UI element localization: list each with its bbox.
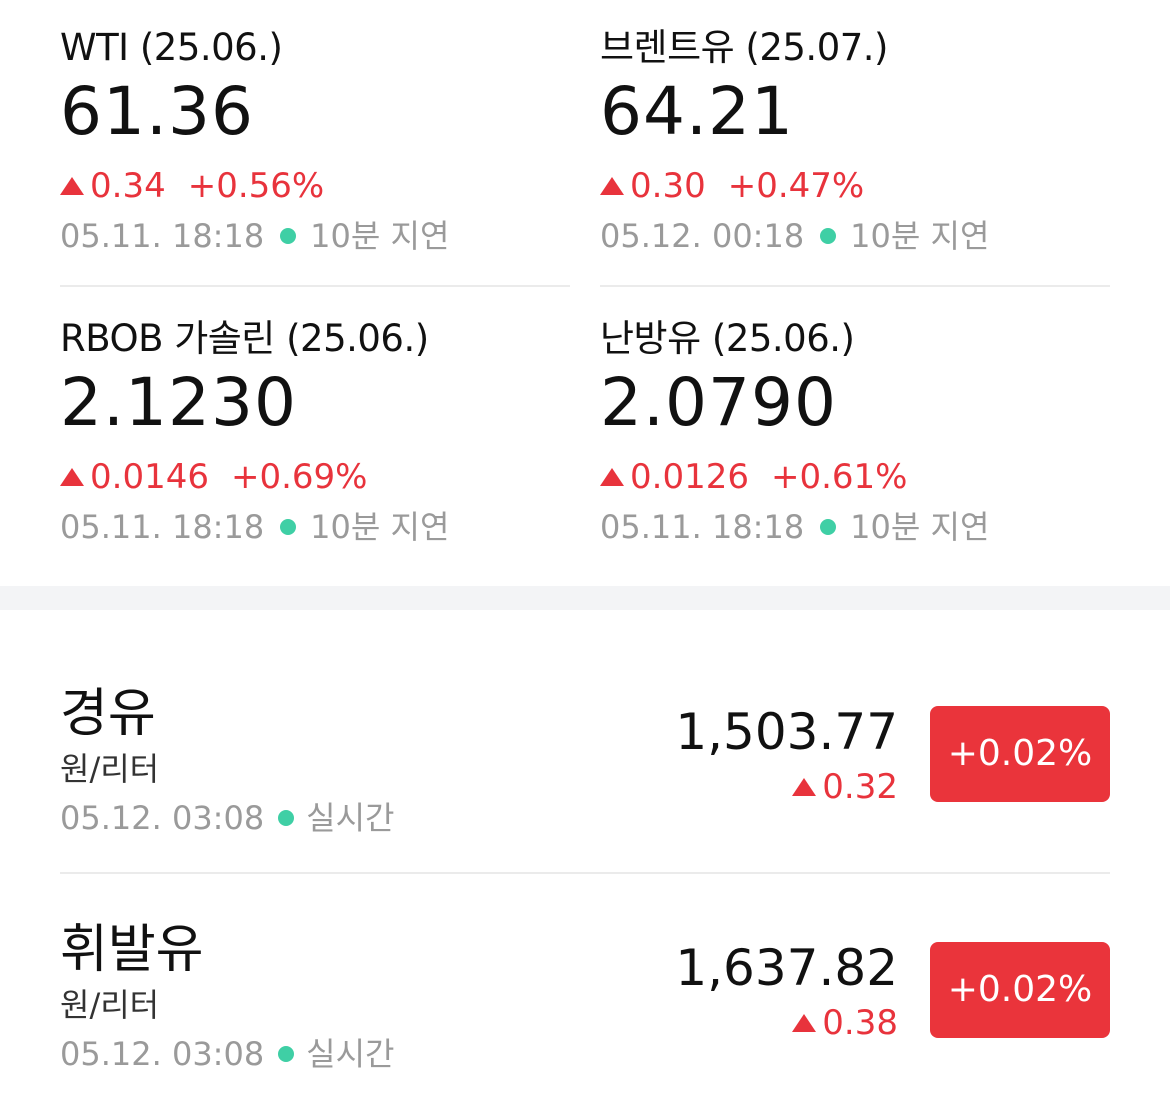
delay-label: 10분 지연 [850, 217, 990, 255]
futures-meta: 05.12. 00:18 10분 지연 [600, 214, 989, 258]
futures-change: 0.30 +0.47% [600, 164, 864, 208]
futures-name: 난방유 (25.06.) [600, 317, 855, 360]
futures-card-wti[interactable]: WTI (25.06.) 61.36 0.34 +0.56% 05.11. 18… [60, 0, 570, 288]
timestamp: 05.11. 18:18 [60, 508, 265, 546]
change-value: 0.0146 [90, 457, 209, 497]
realtime-label: 실시간 [306, 1035, 395, 1073]
list-item-gasoline[interactable]: 휘발유 원/리터 05.12. 03:08 실시간 1,637.82 0.38 … [60, 918, 1110, 1100]
section-separator [0, 586, 1170, 610]
futures-change: 0.0146 +0.69% [60, 455, 367, 499]
list-item-diesel[interactable]: 경유 원/리터 05.12. 03:08 실시간 1,503.77 0.32 +… [60, 682, 1110, 918]
change-value: 0.38 [822, 1003, 898, 1043]
up-triangle-icon [792, 1014, 817, 1032]
futures-price: 61.36 [60, 73, 254, 150]
timestamp: 05.12. 00:18 [600, 217, 805, 255]
timestamp: 05.11. 18:18 [60, 217, 265, 255]
divider [600, 285, 1110, 287]
status-dot-icon [278, 1046, 295, 1062]
product-unit: 원/리터 [60, 986, 160, 1024]
futures-name: WTI (25.06.) [60, 26, 283, 69]
futures-price: 2.1230 [60, 364, 297, 441]
futures-name: RBOB 가솔린 (25.06.) [60, 317, 429, 360]
status-dot-icon [280, 519, 297, 535]
futures-card-rbob[interactable]: RBOB 가솔린 (25.06.) 2.1230 0.0146 +0.69% 0… [60, 291, 570, 581]
divider [60, 285, 570, 287]
futures-meta: 05.11. 18:18 10분 지연 [600, 505, 989, 549]
futures-card-heating-oil[interactable]: 난방유 (25.06.) 2.0790 0.0126 +0.61% 05.11.… [600, 291, 1110, 581]
timestamp: 05.12. 03:08 [60, 1035, 265, 1073]
product-change: 0.38 [792, 1002, 898, 1044]
up-triangle-icon [60, 177, 84, 195]
up-triangle-icon [600, 468, 624, 486]
delay-label: 10분 지연 [310, 217, 450, 255]
product-meta: 05.12. 03:08 실시간 [60, 1032, 395, 1076]
change-percent-badge[interactable]: +0.02% [930, 706, 1110, 802]
futures-card-brent[interactable]: 브렌트유 (25.07.) 64.21 0.30 +0.47% 05.12. 0… [600, 0, 1110, 288]
change-value: 0.0126 [630, 457, 749, 497]
product-name: 경유 [60, 684, 156, 744]
up-triangle-icon [792, 778, 817, 796]
product-unit: 원/리터 [60, 750, 160, 788]
status-dot-icon [820, 228, 837, 244]
divider [60, 872, 1110, 874]
futures-change: 0.0126 +0.61% [600, 455, 907, 499]
realtime-label: 실시간 [306, 799, 395, 837]
timestamp: 05.12. 03:08 [60, 799, 265, 837]
change-percent-badge[interactable]: +0.02% [930, 942, 1110, 1038]
change-value: 0.30 [630, 166, 706, 206]
change-percent: +0.56% [187, 166, 325, 206]
timestamp: 05.11. 18:18 [600, 508, 805, 546]
product-meta: 05.12. 03:08 실시간 [60, 796, 395, 840]
delay-label: 10분 지연 [850, 508, 990, 546]
change-percent: +0.61% [770, 457, 908, 497]
futures-name: 브렌트유 (25.07.) [600, 26, 888, 69]
futures-price: 64.21 [600, 73, 794, 150]
change-value: 0.34 [90, 166, 166, 206]
futures-change: 0.34 +0.56% [60, 164, 324, 208]
product-price: 1,503.77 [675, 703, 898, 761]
up-triangle-icon [60, 468, 84, 486]
product-change: 0.32 [792, 766, 898, 808]
delay-label: 10분 지연 [310, 508, 450, 546]
status-dot-icon [278, 810, 295, 826]
product-price: 1,637.82 [675, 939, 898, 997]
change-percent: +0.69% [230, 457, 368, 497]
product-name: 휘발유 [60, 920, 204, 980]
change-value: 0.32 [822, 767, 898, 807]
futures-meta: 05.11. 18:18 10분 지연 [60, 214, 449, 258]
futures-grid: WTI (25.06.) 61.36 0.34 +0.56% 05.11. 18… [60, 0, 1110, 581]
futures-price: 2.0790 [600, 364, 837, 441]
change-percent: +0.47% [727, 166, 865, 206]
status-dot-icon [820, 519, 837, 535]
futures-meta: 05.11. 18:18 10분 지연 [60, 505, 449, 549]
status-dot-icon [280, 228, 297, 244]
up-triangle-icon [600, 177, 624, 195]
